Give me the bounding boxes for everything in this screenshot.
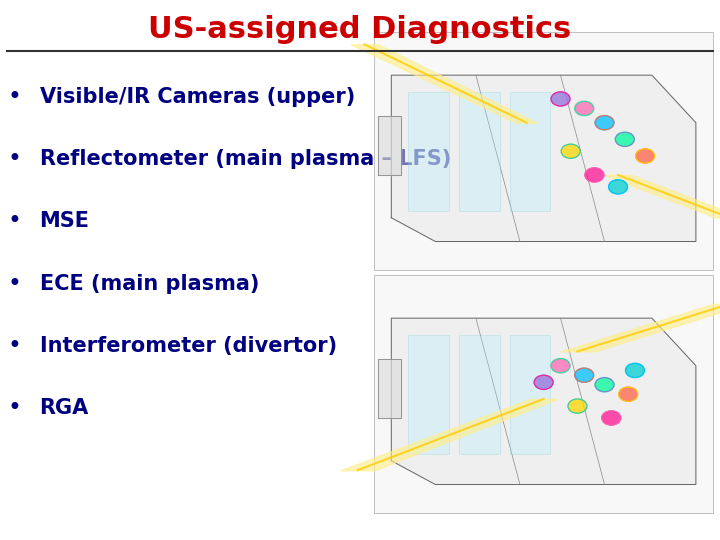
Bar (459, 335, 500, 454)
Polygon shape (392, 318, 696, 484)
Circle shape (618, 387, 638, 401)
Polygon shape (378, 116, 402, 175)
Polygon shape (392, 75, 696, 241)
Circle shape (561, 144, 580, 158)
Circle shape (568, 399, 587, 413)
Circle shape (616, 132, 634, 146)
Circle shape (626, 363, 644, 377)
Circle shape (636, 149, 654, 163)
Text: Interferometer (divertor): Interferometer (divertor) (40, 335, 337, 356)
Circle shape (575, 102, 594, 116)
Text: •: • (7, 396, 22, 420)
Text: •: • (7, 334, 22, 357)
Bar (459, 92, 500, 211)
Text: US-assigned Diagnostics: US-assigned Diagnostics (148, 15, 572, 44)
Bar (510, 92, 550, 211)
Text: •: • (7, 272, 22, 295)
Circle shape (602, 411, 621, 425)
Circle shape (534, 375, 553, 389)
Bar (408, 335, 449, 454)
Circle shape (595, 116, 614, 130)
Polygon shape (378, 359, 402, 418)
Text: •: • (7, 210, 22, 233)
Text: ECE (main plasma): ECE (main plasma) (40, 273, 259, 294)
FancyBboxPatch shape (374, 32, 713, 270)
Text: •: • (7, 85, 22, 109)
Bar (510, 335, 550, 454)
Circle shape (585, 168, 604, 182)
Text: MSE: MSE (40, 211, 89, 232)
Bar (408, 92, 449, 211)
Circle shape (608, 180, 628, 194)
Circle shape (575, 368, 594, 382)
FancyBboxPatch shape (374, 275, 713, 513)
Text: Visible/IR Cameras (upper): Visible/IR Cameras (upper) (40, 87, 355, 107)
Text: Reflectometer (main plasma – LFS): Reflectometer (main plasma – LFS) (40, 149, 451, 170)
Circle shape (551, 359, 570, 373)
Text: RGA: RGA (40, 397, 89, 418)
Circle shape (551, 92, 570, 106)
Circle shape (595, 377, 614, 392)
Text: •: • (7, 147, 22, 171)
